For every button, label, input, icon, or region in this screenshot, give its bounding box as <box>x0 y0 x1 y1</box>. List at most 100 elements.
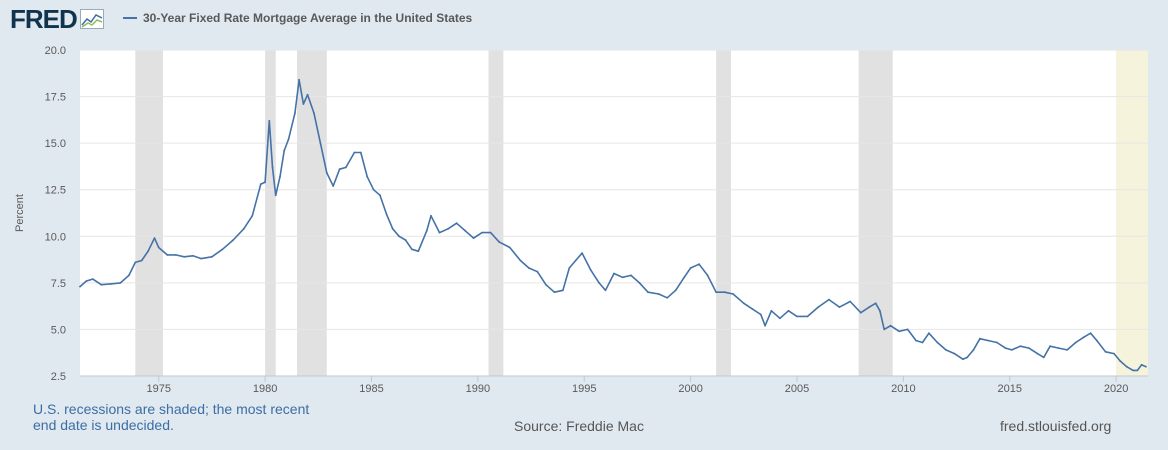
data-point <box>945 349 947 351</box>
data-point <box>868 306 871 308</box>
data-point <box>211 255 213 258</box>
data-point <box>332 185 335 187</box>
data-point <box>274 194 277 197</box>
data-point <box>147 250 150 253</box>
data-point <box>568 267 571 269</box>
data-point <box>953 352 956 355</box>
data-point <box>759 313 762 316</box>
y-tick-label: 12.5 <box>45 185 66 197</box>
legend-series-label: 30-Year Fixed Rate Mortgage Average in t… <box>143 11 473 25</box>
data-point <box>545 283 547 286</box>
y-axis-ticks: 20.0 17.5 15.0 12.5 10.0 7.5 5.0 2.5 <box>45 45 66 383</box>
data-point <box>683 276 686 279</box>
undecided-recession-band <box>1116 50 1148 376</box>
data-point <box>666 296 669 299</box>
data-point <box>455 222 458 225</box>
data-point <box>325 172 328 174</box>
data-point <box>271 166 274 169</box>
recession-band <box>265 50 276 376</box>
data-point <box>1125 365 1128 368</box>
data-point <box>574 259 577 262</box>
data-point <box>1113 352 1115 355</box>
data-point <box>157 246 160 249</box>
data-point <box>779 317 781 320</box>
data-point <box>174 254 177 256</box>
data-point <box>1083 336 1086 338</box>
data-point <box>589 268 592 271</box>
x-axis-ticks: 1975 1980 1985 1990 1995 2000 2005 2010 2015 2020 <box>80 375 1148 395</box>
data-point <box>996 341 998 344</box>
data-point <box>372 188 375 191</box>
plot-area <box>80 50 1148 376</box>
data-point <box>79 285 81 288</box>
fred-logo[interactable]: FRED <box>10 4 104 34</box>
data-point <box>221 248 224 251</box>
data-point <box>906 328 909 331</box>
data-point <box>153 237 156 240</box>
data-point <box>770 309 773 312</box>
data-point <box>1136 369 1139 372</box>
legend-swatch <box>123 17 137 19</box>
data-point <box>398 235 400 238</box>
data-point <box>242 227 245 230</box>
data-point <box>987 339 990 342</box>
x-tick-label: 2020 <box>1104 383 1128 395</box>
logo-text: FRED <box>10 4 78 34</box>
data-point <box>298 78 300 81</box>
data-point <box>438 231 441 234</box>
data-point <box>264 181 266 184</box>
data-point <box>657 293 660 295</box>
x-tick-label: 2005 <box>785 383 809 395</box>
data-point <box>166 254 169 256</box>
y-tick-label: 17.5 <box>45 92 66 104</box>
data-point <box>889 324 892 327</box>
y-tick-label: 2.5 <box>51 371 66 383</box>
data-point <box>200 257 203 260</box>
data-point <box>279 175 281 178</box>
x-tick-label: 1985 <box>359 383 383 395</box>
data-point <box>85 280 88 282</box>
data-point <box>1145 365 1147 368</box>
data-point <box>742 302 745 305</box>
data-point <box>962 358 964 361</box>
data-point <box>874 302 877 305</box>
data-point <box>319 142 322 145</box>
y-tick-label: 15.0 <box>45 138 66 150</box>
x-tick-label: 1990 <box>466 383 490 395</box>
data-point <box>879 309 881 312</box>
data-point <box>1004 347 1007 349</box>
data-point <box>498 241 500 243</box>
data-point <box>898 330 900 333</box>
data-point <box>366 175 369 178</box>
data-point <box>838 306 841 308</box>
data-point <box>859 311 862 314</box>
data-point <box>698 263 700 266</box>
data-point <box>528 267 530 269</box>
data-point <box>268 119 271 122</box>
site-link[interactable]: fred.stlouisfed.org <box>1000 418 1112 434</box>
data-point <box>1140 363 1143 366</box>
data-point <box>379 194 381 197</box>
data-point <box>751 308 754 310</box>
recession-band <box>858 50 893 376</box>
data-point <box>1074 341 1077 344</box>
data-point <box>1104 350 1107 353</box>
data-point <box>604 289 607 292</box>
data-point <box>345 166 347 169</box>
y-tick-label: 7.5 <box>51 278 66 290</box>
data-point <box>553 291 556 294</box>
data-point <box>806 315 809 318</box>
data-point <box>287 138 290 141</box>
y-axis-label: Percent <box>14 194 26 232</box>
legend[interactable]: 30-Year Fixed Rate Mortgage Average in t… <box>123 11 472 25</box>
data-point <box>883 328 886 331</box>
recession-band <box>488 50 504 376</box>
x-tick-label: 1980 <box>253 383 277 395</box>
data-point <box>621 276 624 279</box>
data-point <box>936 341 939 344</box>
data-point <box>391 227 394 230</box>
data-point <box>294 112 296 115</box>
recession-band <box>135 50 163 376</box>
data-point <box>536 270 539 273</box>
